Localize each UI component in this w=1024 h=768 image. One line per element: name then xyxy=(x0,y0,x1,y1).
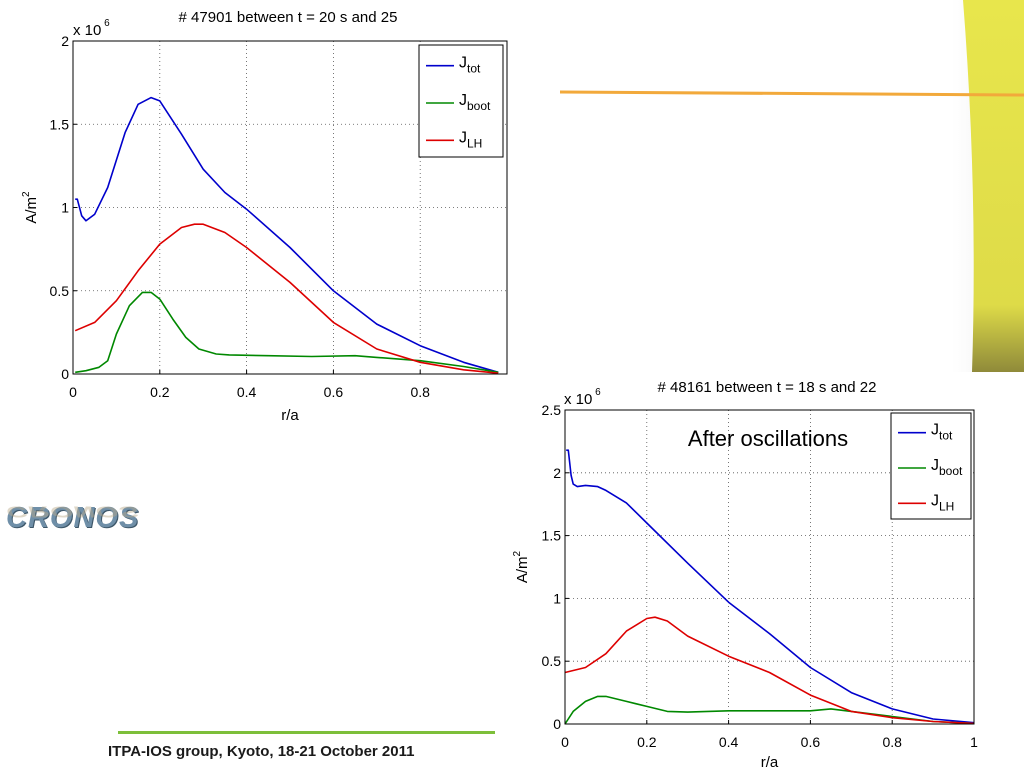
chart-title: # 48161 between t = 18 s and 22 xyxy=(658,379,877,396)
legend-label-tot: Jtot xyxy=(459,55,481,76)
series-line-j-tot xyxy=(75,96,499,374)
x-tick-label: 0.8 xyxy=(882,734,902,750)
y-tick-label: 0.5 xyxy=(50,283,70,299)
x-tick-label: 0 xyxy=(561,734,569,750)
y-tick-label: 1.5 xyxy=(50,116,70,132)
orange-accent-line xyxy=(559,90,1024,97)
legend-box xyxy=(890,412,972,520)
chart-1-root: 0 0.2 0.4 0.6 0.8 1 0 0.5 1 1.5 2 2.5 # 48161 betwee… xyxy=(512,379,978,768)
y-tick-label: 1.5 xyxy=(542,528,562,544)
footer-divider xyxy=(118,731,495,734)
y-tick-label: 1 xyxy=(553,590,561,606)
chart-left: 0 0.2 0.4 0.6 0.8 0 0.5 1 1.5 2 # 47901 between t … xyxy=(21,9,508,424)
x-axis-label: r/a xyxy=(761,754,779,768)
x-tick-label: 0 xyxy=(69,384,77,400)
x-tick-label: 0.8 xyxy=(410,384,430,400)
y-tick-label: 2 xyxy=(553,465,561,481)
scale-factor: x 10 6 xyxy=(564,387,601,408)
x-tick-label: 0.4 xyxy=(719,734,739,750)
chart-right: 0 0.2 0.4 0.6 0.8 1 0 0.5 1 1.5 2 2.5 # 48161 betwee… xyxy=(512,379,978,768)
legend-label-lh: JLH xyxy=(931,492,954,513)
x-tick-label: 0.2 xyxy=(150,384,170,400)
x-tick-label: 0.2 xyxy=(637,734,657,750)
chart-title: # 47901 between t = 20 s and 25 xyxy=(179,9,398,26)
x-tick-label: 1 xyxy=(970,734,978,750)
y-tick-label: 0 xyxy=(61,366,69,382)
x-tick-label: 0.6 xyxy=(324,384,344,400)
series-line-j-tot xyxy=(566,449,975,724)
scale-factor: x 10 6 xyxy=(73,18,110,39)
legend-label-tot: Jtot xyxy=(931,422,953,443)
cronos-logo-icon: CRONOS CRONOS xyxy=(2,502,142,556)
logo-text: CRONOS xyxy=(6,502,140,534)
logo-reflection: CRONOS xyxy=(6,502,140,520)
y-tick-label: 0.5 xyxy=(542,653,562,669)
series-line-j-lh xyxy=(74,223,499,374)
chart-0-root: 0 0.2 0.4 0.6 0.8 0 0.5 1 1.5 2 # 47901 between t … xyxy=(21,9,508,424)
series-line-j-boot xyxy=(75,291,499,374)
legend-label-boot: Jboot xyxy=(931,457,963,478)
x-tick-label: 0.4 xyxy=(237,384,257,400)
legend-box xyxy=(418,44,504,158)
side-accent-bar xyxy=(963,0,1024,372)
legend-label-boot: Jboot xyxy=(459,92,491,113)
y-tick-label: 2 xyxy=(61,33,69,49)
y-tick-label: 0 xyxy=(553,716,561,732)
footer-text: ITPA-IOS group, Kyoto, 18-21 October 201… xyxy=(108,743,415,760)
chart-annotation: After oscillations xyxy=(688,426,848,451)
y-tick-label: 1 xyxy=(61,200,69,216)
series-line-j-lh xyxy=(564,616,975,725)
y-axis-label: A/m2 xyxy=(21,191,40,224)
x-tick-label: 0.6 xyxy=(801,734,821,750)
x-axis-label: r/a xyxy=(281,407,299,424)
axes-frame xyxy=(564,409,975,725)
y-tick-label: 2.5 xyxy=(542,402,562,418)
legend-label-lh: JLH xyxy=(459,129,482,150)
y-axis-label: A/m2 xyxy=(512,550,531,583)
